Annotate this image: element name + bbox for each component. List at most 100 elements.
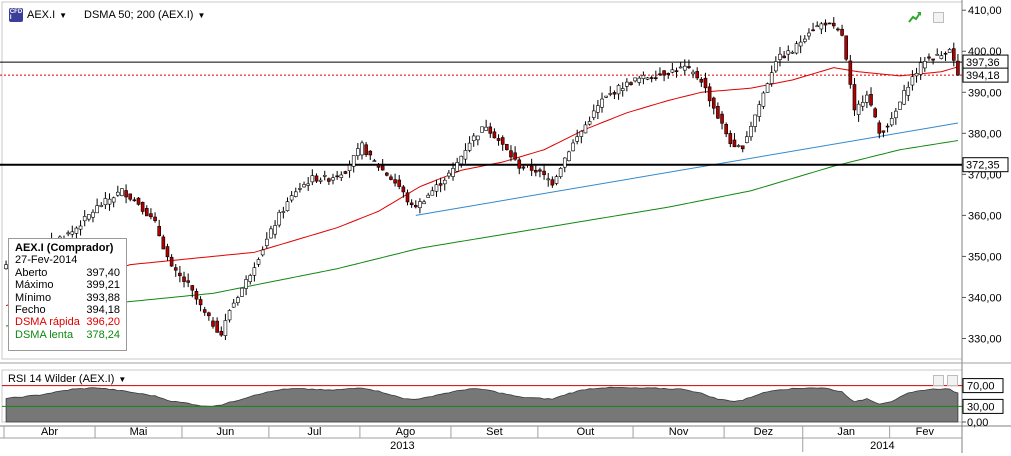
- candle-body: [521, 166, 526, 169]
- rsi-level-box: [962, 378, 1004, 394]
- candle-body: [434, 184, 439, 192]
- candle-body: [682, 65, 687, 71]
- candle-body: [136, 197, 141, 205]
- candle-body: [513, 152, 517, 160]
- candle-body: [658, 73, 662, 76]
- candle-body: [740, 145, 745, 150]
- chevron-down-icon: ▼: [118, 374, 127, 384]
- candle-body: [393, 179, 397, 184]
- candle-body: [107, 198, 112, 205]
- candle-body: [943, 52, 948, 55]
- candle-body: [351, 155, 356, 167]
- candle-body: [790, 51, 795, 54]
- candle-body: [360, 142, 364, 156]
- candle-body: [422, 201, 426, 205]
- candle-body: [74, 227, 79, 234]
- candle-body: [95, 205, 99, 214]
- candle-body: [939, 55, 944, 59]
- candle-body: [525, 163, 530, 166]
- candle-body: [761, 92, 766, 107]
- candle-body: [289, 195, 294, 201]
- symbol-selector[interactable]: CFD I AEX.I ▼: [9, 6, 67, 24]
- candle-body: [298, 188, 302, 190]
- candle-body: [198, 299, 203, 306]
- candle-body: [798, 41, 803, 47]
- candle-body: [678, 66, 683, 69]
- x-month-label: Dez: [754, 426, 774, 438]
- candle-body: [951, 48, 956, 61]
- candle-body: [132, 199, 137, 202]
- candle-body: [182, 276, 186, 282]
- candle-body: [302, 184, 306, 188]
- candle-body: [956, 60, 960, 76]
- candle-body: [860, 101, 865, 107]
- candle-body: [836, 28, 840, 31]
- x-month-label: Set: [486, 426, 503, 438]
- candle-body: [380, 165, 385, 171]
- chevron-down-icon: ▼: [59, 10, 68, 20]
- candle-body: [774, 61, 778, 72]
- candle-body: [144, 208, 149, 217]
- y-tick-label: 370,00: [968, 169, 1002, 181]
- candle-body: [691, 71, 695, 75]
- candle-body: [194, 291, 199, 300]
- candle-body: [153, 216, 157, 222]
- candle-body: [662, 70, 666, 76]
- y-tick-label: 350,00: [968, 251, 1002, 263]
- candle-body: [467, 142, 472, 151]
- candle-body: [620, 88, 625, 91]
- rsi-maximize-icon[interactable]: [933, 375, 944, 386]
- candle-body: [484, 126, 488, 131]
- candle-body: [898, 101, 902, 110]
- maximize-icon[interactable]: [933, 12, 944, 23]
- candle-body: [476, 135, 480, 141]
- candle-body: [914, 73, 919, 77]
- candle-body: [633, 77, 637, 82]
- candle-body: [567, 151, 571, 162]
- trend-arrow-icon[interactable]: [908, 10, 922, 24]
- candle-body: [571, 142, 575, 152]
- info-row-fast-sma: DSMA rápida 396,20: [15, 316, 120, 329]
- candle-body: [865, 94, 869, 103]
- candle-body: [87, 214, 91, 220]
- candle-body: [587, 121, 592, 125]
- candle-body: [811, 29, 815, 32]
- candle-body: [720, 113, 724, 124]
- candle-body: [509, 150, 513, 158]
- candle-body: [409, 202, 414, 206]
- price-level-label: 394,18: [966, 70, 1000, 82]
- rsi-close-icon[interactable]: [947, 375, 958, 386]
- candle-body: [550, 179, 555, 186]
- candle-body: [248, 275, 253, 282]
- candle-body: [140, 201, 145, 212]
- candle-body: [778, 53, 782, 60]
- price-level-box: [962, 67, 1009, 83]
- sma-slow-line: [5, 140, 959, 327]
- candle-body: [385, 172, 389, 176]
- candle-body: [629, 82, 633, 85]
- candle-body: [534, 169, 538, 173]
- candle-body: [538, 169, 542, 172]
- candle-body: [418, 201, 422, 209]
- indicator-selector[interactable]: DSMA 50; 200 (AEX.I) ▼: [84, 6, 205, 24]
- x-month-label: Fev: [916, 426, 935, 438]
- y-tick-label: 340,00: [968, 292, 1002, 304]
- instrument-icon: CFD I: [9, 8, 23, 22]
- rsi-selector[interactable]: RSI 14 Wilder (AEX.I) ▼: [8, 373, 126, 385]
- candle-body: [935, 54, 940, 56]
- candle-body: [285, 201, 290, 211]
- candle-body: [554, 176, 559, 184]
- candle-body: [389, 176, 393, 180]
- price-panel: [1, 1, 963, 360]
- x-month-label: Jul: [307, 426, 321, 438]
- candle-body: [703, 77, 708, 89]
- candle-body: [157, 226, 161, 237]
- x-month-label: Mai: [130, 426, 148, 438]
- candle-body: [264, 238, 269, 246]
- candle-body: [260, 249, 265, 256]
- candle-body: [885, 125, 890, 128]
- indicator-label: DSMA 50; 200 (AEX.I): [84, 9, 194, 21]
- candle-body: [231, 302, 236, 308]
